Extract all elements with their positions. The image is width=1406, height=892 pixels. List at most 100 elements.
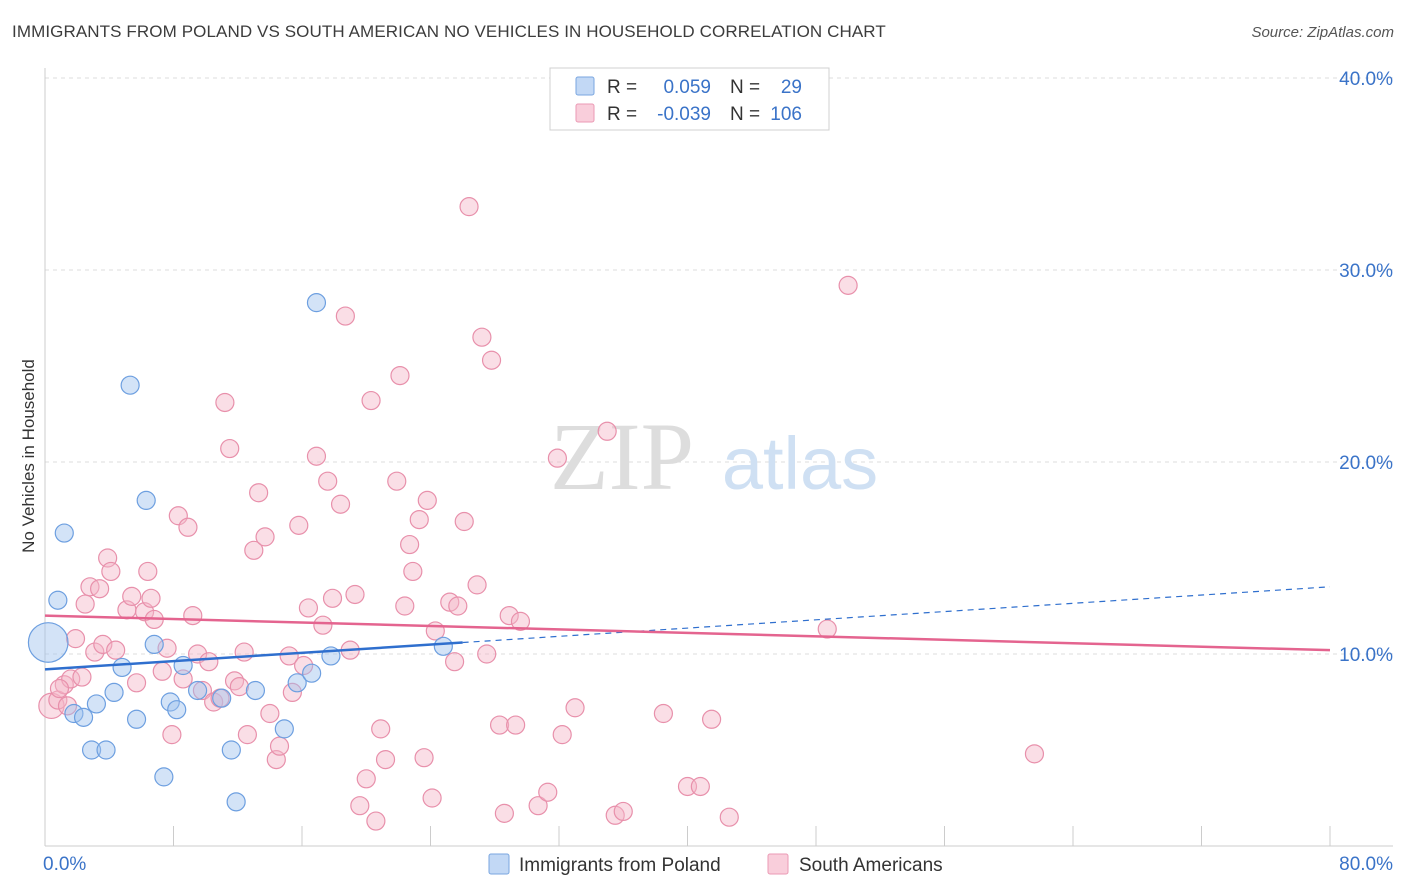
south-american-point: [506, 715, 526, 735]
south-american-point: [467, 575, 487, 595]
south-american-point: [448, 596, 468, 616]
south-american-point: [653, 703, 674, 724]
south-american-point: [499, 605, 519, 626]
poland-point: [226, 792, 246, 812]
bottom-legend-label-south: South Americans: [799, 855, 943, 876]
south-american-point: [178, 517, 198, 537]
south-american-point: [403, 561, 423, 582]
south-american-point: [322, 588, 343, 608]
poland-point: [136, 490, 156, 510]
south-american-point: [356, 769, 376, 789]
y-tick-label: 10.0%: [1339, 645, 1393, 666]
south-american-point: [126, 673, 147, 693]
x-tick-label: 80.0%: [1339, 854, 1393, 875]
south-american-point: [106, 640, 126, 660]
south-american-point: [489, 715, 510, 735]
south-american-point: [719, 807, 739, 827]
south-american-point: [817, 619, 837, 639]
south-american-point: [80, 577, 100, 597]
south-american-point: [101, 561, 121, 582]
south-american-point: [538, 782, 558, 802]
watermark-zip: ZIP: [550, 403, 694, 510]
south-american-point: [255, 527, 275, 547]
south-american-point: [294, 655, 314, 676]
south-american-point: [444, 652, 465, 672]
poland-points: [27, 293, 453, 812]
series-legend: Immigrants from Poland South Americans: [488, 853, 943, 876]
south-american-point: [85, 642, 105, 662]
south-american-point: [701, 709, 722, 729]
south-american-point: [345, 584, 365, 605]
poland-point: [27, 622, 69, 663]
bottom-legend-swatch-south: [767, 853, 789, 875]
south-american-point: [298, 598, 319, 618]
south-american-point: [244, 540, 264, 560]
south-american-point: [361, 390, 381, 411]
south-american-point: [565, 698, 585, 718]
poland-trend-extension: [462, 586, 1331, 644]
legend-r-label: R =: [607, 104, 637, 125]
south-american-point: [122, 586, 142, 607]
south-american-point: [1024, 744, 1045, 764]
south-american-point: [162, 725, 182, 745]
south-american-point: [690, 776, 710, 797]
south-american-point: [838, 275, 858, 295]
south-americans-points: [38, 197, 1045, 831]
correlation-legend: R = 0.059 N = 29 R = -0.039 N = 106: [549, 67, 830, 131]
y-tick-label: 40.0%: [1339, 69, 1393, 90]
south-american-point: [477, 644, 497, 664]
legend-r-value: -0.039: [657, 104, 711, 125]
south-american-point: [400, 534, 420, 555]
poland-point: [73, 707, 94, 727]
poland-point: [64, 703, 84, 724]
south-american-point: [330, 494, 351, 514]
south-american-point: [472, 327, 492, 347]
legend-n-label: N =: [730, 77, 760, 98]
south-american-point: [597, 421, 617, 441]
south-american-point: [528, 796, 548, 816]
south-american-point: [375, 749, 396, 770]
south-american-point: [494, 803, 514, 823]
poland-point: [120, 375, 140, 395]
poland-point: [287, 673, 307, 693]
south-american-point: [481, 350, 502, 370]
south-american-point: [173, 669, 193, 689]
south-american-point: [313, 615, 333, 635]
poland-trend-line: [44, 641, 463, 671]
chart-source: Source: ZipAtlas.com: [1251, 24, 1394, 41]
south-american-point: [152, 661, 172, 681]
legend-n-value: 29: [781, 77, 802, 98]
south-american-point: [215, 392, 235, 413]
south-american-point: [306, 446, 327, 466]
south-american-point: [409, 509, 429, 530]
x-tick-label: 0.0%: [43, 854, 86, 875]
south-american-point: [282, 682, 302, 703]
poland-point: [187, 680, 208, 701]
poland-point: [126, 709, 147, 729]
poland-point: [302, 663, 322, 683]
south-american-point: [459, 197, 479, 217]
south-american-point: [234, 642, 254, 662]
south-american-point: [366, 811, 386, 831]
south-american-point: [249, 483, 269, 503]
trend-lines: [44, 586, 1331, 671]
poland-point: [212, 688, 232, 708]
legend-n-label: N =: [730, 104, 760, 125]
south-american-point: [90, 579, 110, 599]
watermark-atlas: atlas: [722, 422, 878, 505]
poland-point: [54, 523, 74, 543]
poland-point: [221, 740, 241, 760]
south-american-point: [57, 696, 78, 716]
south-american-point: [350, 796, 370, 816]
south-american-point: [510, 611, 531, 631]
watermark: ZIP atlas: [550, 403, 878, 510]
poland-point: [154, 767, 174, 787]
south-american-point: [65, 629, 86, 649]
legend-r-label: R =: [607, 77, 637, 98]
south-american-point: [269, 736, 290, 756]
south-american-point: [387, 471, 407, 491]
y-tick-label: 20.0%: [1339, 453, 1393, 474]
south-american-point: [395, 596, 415, 616]
south-american-point: [414, 748, 434, 768]
